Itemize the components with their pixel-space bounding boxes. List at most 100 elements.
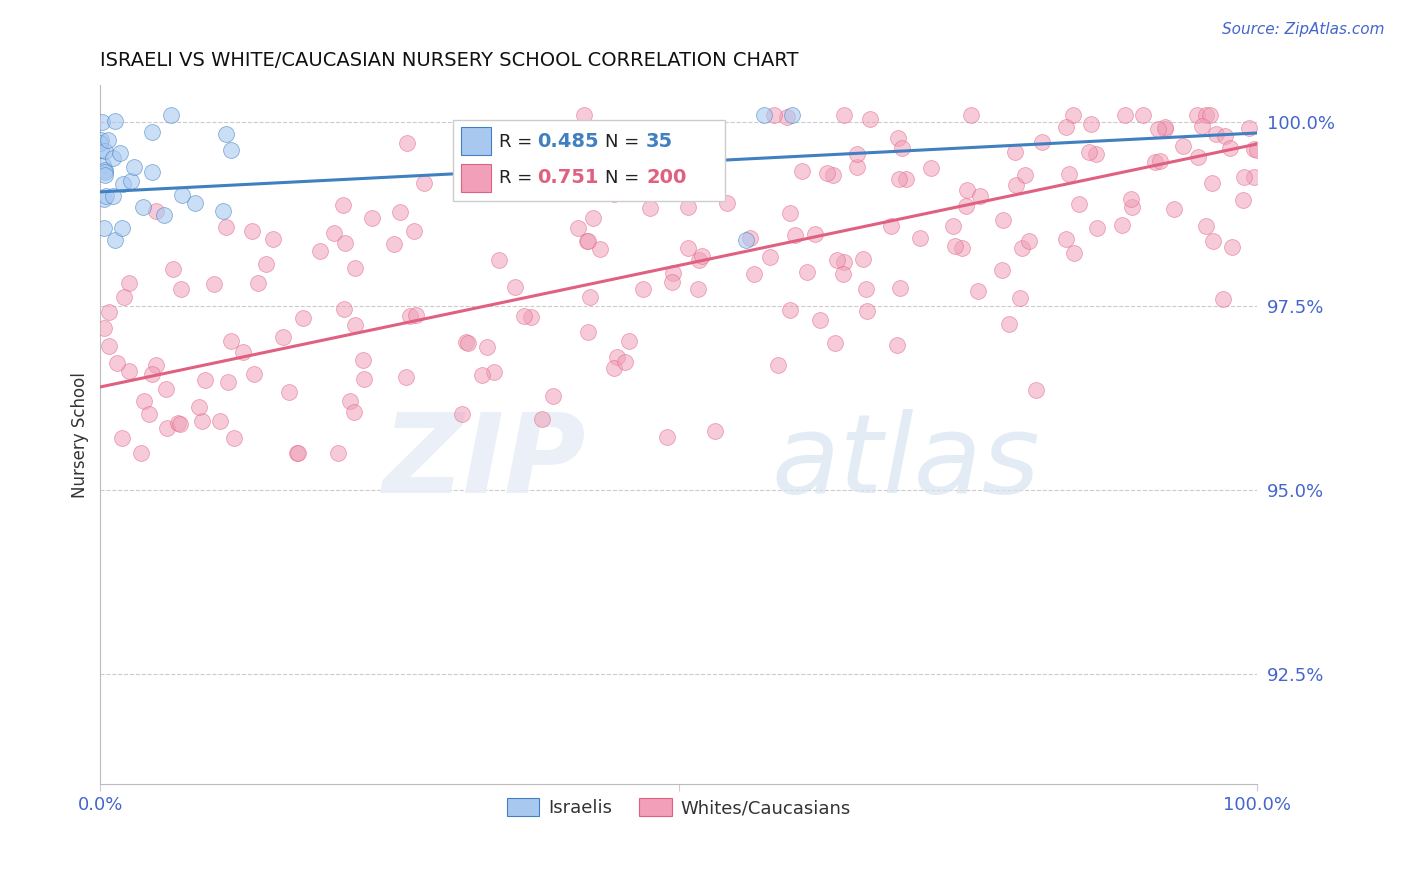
Point	[655, 430, 678, 444]
Point	[631, 173, 654, 187]
Point	[101, 151, 124, 165]
Point	[93, 145, 115, 159]
Point	[1004, 145, 1026, 159]
Point	[1191, 119, 1213, 133]
Point	[222, 431, 245, 445]
Point	[780, 107, 803, 121]
Point	[823, 168, 845, 182]
Point	[188, 400, 211, 414]
Point	[396, 136, 419, 151]
Point	[167, 416, 190, 430]
Point	[1198, 107, 1220, 121]
Point	[91, 158, 114, 172]
Point	[575, 235, 598, 249]
Point	[846, 160, 869, 174]
Point	[145, 203, 167, 218]
Point	[602, 361, 624, 376]
Point	[808, 312, 831, 326]
Point	[155, 382, 177, 396]
Point	[832, 254, 855, 268]
Point	[796, 265, 818, 279]
Point	[1149, 153, 1171, 168]
Point	[94, 165, 117, 179]
Point	[1246, 144, 1268, 158]
Point	[1059, 167, 1081, 181]
Point	[952, 241, 974, 255]
Point	[1237, 121, 1260, 136]
Point	[779, 206, 801, 220]
Point	[129, 446, 152, 460]
Point	[219, 143, 242, 157]
Point	[352, 352, 374, 367]
Point	[832, 267, 855, 281]
Point	[141, 367, 163, 381]
Point	[638, 201, 661, 215]
Point	[880, 219, 903, 233]
Point	[582, 211, 605, 225]
Point	[1154, 122, 1177, 136]
Point	[956, 183, 979, 197]
Point	[90, 143, 112, 157]
Point	[1014, 168, 1036, 182]
Point	[240, 224, 263, 238]
Point	[263, 232, 285, 246]
Point	[104, 113, 127, 128]
Point	[94, 163, 117, 178]
Point	[89, 136, 111, 150]
Point	[1220, 240, 1243, 254]
Point	[661, 275, 683, 289]
Point	[690, 249, 713, 263]
Point	[475, 340, 498, 354]
Point	[132, 200, 155, 214]
Point	[1114, 107, 1136, 121]
Text: ISRAELI VS WHITE/CAUCASIAN NURSERY SCHOOL CORRELATION CHART: ISRAELI VS WHITE/CAUCASIAN NURSERY SCHOO…	[100, 51, 799, 70]
Point	[111, 431, 134, 445]
Text: atlas: atlas	[772, 409, 1040, 516]
Point	[955, 199, 977, 213]
Point	[104, 233, 127, 247]
Point	[169, 417, 191, 431]
Point	[93, 221, 115, 235]
Point	[332, 197, 354, 211]
Point	[815, 166, 838, 180]
Point	[631, 282, 654, 296]
Point	[768, 358, 790, 372]
Point	[155, 421, 177, 435]
Point	[211, 204, 233, 219]
Point	[93, 192, 115, 206]
Point	[353, 372, 375, 386]
Point	[966, 284, 988, 298]
Point	[716, 196, 738, 211]
Point	[1215, 128, 1237, 143]
Point	[388, 205, 411, 219]
Point	[887, 172, 910, 186]
Point	[309, 244, 332, 258]
Point	[1233, 170, 1256, 185]
Point	[101, 189, 124, 203]
Point	[832, 107, 855, 121]
Point	[344, 318, 367, 332]
Point	[759, 250, 782, 264]
Point	[1146, 122, 1168, 136]
Point	[112, 177, 135, 191]
Point	[589, 242, 612, 256]
Point	[890, 141, 912, 155]
Point	[1201, 234, 1223, 248]
Point	[1069, 197, 1091, 211]
Point	[413, 176, 436, 190]
Point	[943, 239, 966, 253]
Point	[779, 303, 801, 318]
Point	[90, 132, 112, 146]
Point	[194, 373, 217, 387]
Point	[942, 219, 965, 234]
Point	[160, 107, 183, 121]
Point	[704, 425, 727, 439]
Point	[271, 330, 294, 344]
Point	[232, 344, 254, 359]
Point	[202, 277, 225, 291]
Point	[141, 164, 163, 178]
Point	[734, 233, 756, 247]
Point	[825, 253, 848, 268]
Point	[1143, 155, 1166, 169]
Point	[1011, 241, 1033, 255]
